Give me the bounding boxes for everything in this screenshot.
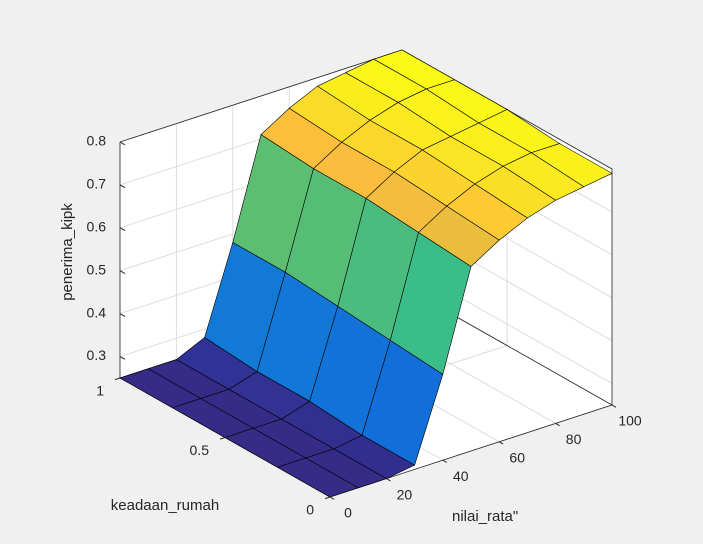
tick-mark (119, 141, 126, 146)
x-tick-label: 60 (509, 450, 525, 466)
z-tick-label: 0.8 (87, 133, 107, 149)
z-tick-label: 0.3 (87, 347, 107, 363)
z-tick-label: 0.7 (87, 176, 107, 192)
x-tick-label: 20 (397, 486, 413, 502)
x-tick-label: 40 (453, 468, 469, 484)
tick-mark (219, 437, 226, 440)
tick-mark (119, 184, 126, 189)
tick-mark (611, 404, 617, 408)
y-tick-label: 0 (306, 502, 314, 518)
surface-patch (276, 457, 359, 498)
tick-mark (324, 496, 331, 500)
z-axis-label: penerima_kipk (59, 203, 76, 301)
z-tick-label: 0.4 (87, 304, 107, 320)
axis-line (119, 49, 403, 143)
tick-mark (442, 459, 448, 463)
tick-mark (119, 227, 126, 232)
x-tick-label: 100 (618, 413, 642, 429)
tick-mark (555, 422, 560, 427)
tick-mark (386, 478, 391, 482)
x-tick-label: 0 (344, 505, 352, 521)
y-axis-label: keadaan_rumah (111, 497, 219, 514)
tick-mark (329, 496, 335, 500)
y-tick-label: 0.5 (190, 442, 210, 458)
z-tick-label: 0.5 (87, 261, 107, 277)
tick-mark (498, 441, 504, 445)
tick-mark (119, 270, 126, 274)
tick-mark (119, 356, 126, 360)
tick-mark (119, 313, 126, 317)
tick-mark (114, 377, 121, 381)
x-axis-label: nilai_rata" (452, 508, 518, 525)
y-tick-label: 1 (96, 383, 104, 399)
x-tick-label: 80 (566, 431, 582, 447)
z-tick-label: 0.6 (87, 219, 107, 235)
